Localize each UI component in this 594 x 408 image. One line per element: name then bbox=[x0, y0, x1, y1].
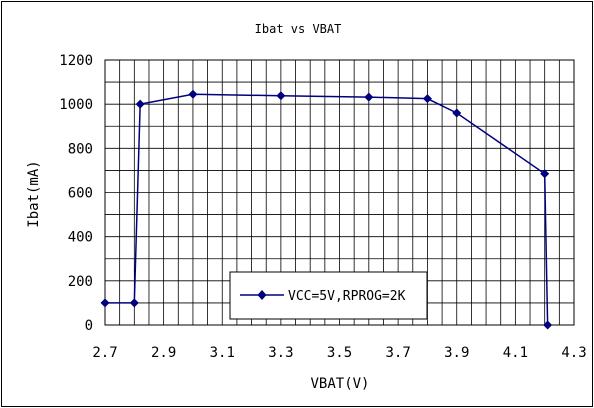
data-point bbox=[188, 89, 198, 99]
x-tick-label: 3.5 bbox=[327, 345, 352, 361]
x-axis-label: VBAT(V) bbox=[310, 376, 369, 392]
legend: VCC=5V,RPROG=2K bbox=[229, 271, 428, 320]
x-tick-label: 2.9 bbox=[151, 345, 176, 361]
data-point bbox=[135, 99, 145, 109]
data-point bbox=[543, 320, 553, 330]
grid bbox=[105, 60, 574, 325]
series-line bbox=[105, 93, 549, 326]
y-tick-label: 1000 bbox=[59, 97, 93, 113]
data-point bbox=[540, 169, 550, 179]
y-tick-label: 600 bbox=[68, 186, 93, 202]
y-tick-label: 400 bbox=[68, 230, 93, 246]
legend-series-marker bbox=[257, 290, 267, 300]
data-point bbox=[452, 108, 462, 118]
y-tick-label: 200 bbox=[68, 274, 93, 290]
plot-area bbox=[104, 59, 575, 326]
y-tick-label: 1200 bbox=[59, 53, 93, 69]
data-point bbox=[364, 92, 374, 102]
x-tick-label: 2.7 bbox=[92, 345, 117, 361]
x-tick-label: 4.3 bbox=[561, 345, 586, 361]
legend-series-label: VCC=5V,RPROG=2K bbox=[288, 289, 406, 304]
series-layer bbox=[100, 89, 553, 330]
data-point bbox=[422, 94, 432, 104]
chart-title: Ibat vs VBAT bbox=[255, 22, 342, 36]
x-tick-label: 3.1 bbox=[210, 345, 235, 361]
y-tick-label: 800 bbox=[68, 141, 93, 157]
x-tick-label: 3.7 bbox=[385, 345, 410, 361]
x-tick-label: 4.1 bbox=[503, 345, 528, 361]
data-point bbox=[276, 91, 286, 101]
y-axis-label: Ibat(mA) bbox=[26, 160, 42, 227]
data-point bbox=[129, 298, 139, 308]
x-tick-label: 3.3 bbox=[268, 345, 293, 361]
x-tick-label: 3.9 bbox=[444, 345, 469, 361]
data-point bbox=[100, 298, 110, 308]
tick-labels: 2.7 2.9 3.1 3.3 3.5 3.7 3.9 4.1 4.3 0 200 400 600 800… bbox=[59, 53, 586, 361]
y-tick-label: 0 bbox=[85, 318, 93, 334]
